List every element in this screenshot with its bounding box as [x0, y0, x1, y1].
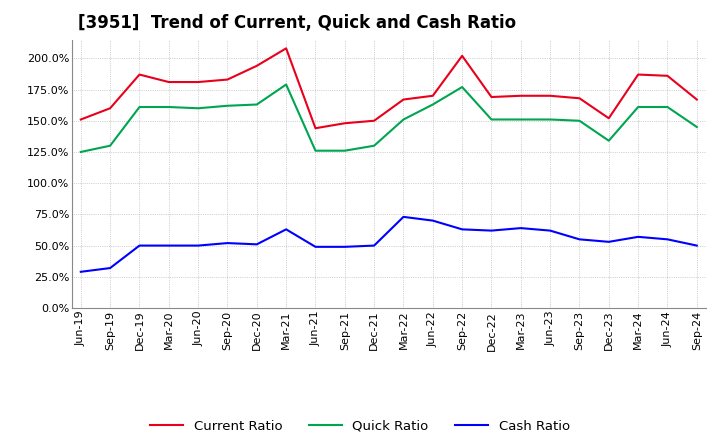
Current Ratio [605, 116, 613, 121]
Cash Ratio [76, 269, 85, 275]
Current Ratio [575, 95, 584, 101]
Current Ratio [634, 72, 642, 77]
Cash Ratio [487, 228, 496, 233]
Current Ratio [341, 121, 349, 126]
Quick Ratio [282, 82, 290, 87]
Current Ratio [253, 63, 261, 69]
Cash Ratio [546, 228, 554, 233]
Quick Ratio [487, 117, 496, 122]
Cash Ratio [370, 243, 379, 248]
Quick Ratio [663, 104, 672, 110]
Line: Current Ratio: Current Ratio [81, 48, 697, 128]
Current Ratio [516, 93, 525, 99]
Quick Ratio [605, 138, 613, 143]
Current Ratio [223, 77, 232, 82]
Cash Ratio [634, 234, 642, 239]
Quick Ratio [458, 84, 467, 90]
Current Ratio [135, 72, 144, 77]
Quick Ratio [253, 102, 261, 107]
Cash Ratio [106, 265, 114, 271]
Current Ratio [370, 118, 379, 123]
Current Ratio [106, 106, 114, 111]
Quick Ratio [76, 149, 85, 154]
Text: [3951]  Trend of Current, Quick and Cash Ratio: [3951] Trend of Current, Quick and Cash … [78, 15, 516, 33]
Quick Ratio [516, 117, 525, 122]
Cash Ratio [458, 227, 467, 232]
Line: Cash Ratio: Cash Ratio [81, 217, 697, 272]
Quick Ratio [634, 104, 642, 110]
Cash Ratio [516, 225, 525, 231]
Cash Ratio [399, 214, 408, 220]
Cash Ratio [428, 218, 437, 223]
Quick Ratio [546, 117, 554, 122]
Quick Ratio [135, 104, 144, 110]
Line: Quick Ratio: Quick Ratio [81, 84, 697, 152]
Current Ratio [282, 46, 290, 51]
Cash Ratio [223, 240, 232, 246]
Current Ratio [399, 97, 408, 102]
Quick Ratio [311, 148, 320, 154]
Quick Ratio [106, 143, 114, 148]
Cash Ratio [135, 243, 144, 248]
Cash Ratio [663, 237, 672, 242]
Current Ratio [693, 97, 701, 102]
Quick Ratio [428, 102, 437, 107]
Current Ratio [76, 117, 85, 122]
Cash Ratio [164, 243, 173, 248]
Current Ratio [458, 53, 467, 59]
Cash Ratio [693, 243, 701, 248]
Legend: Current Ratio, Quick Ratio, Cash Ratio: Current Ratio, Quick Ratio, Cash Ratio [145, 414, 575, 438]
Current Ratio [194, 79, 202, 84]
Quick Ratio [370, 143, 379, 148]
Quick Ratio [399, 117, 408, 122]
Quick Ratio [223, 103, 232, 108]
Cash Ratio [341, 244, 349, 249]
Current Ratio [311, 125, 320, 131]
Current Ratio [663, 73, 672, 78]
Cash Ratio [605, 239, 613, 245]
Quick Ratio [194, 106, 202, 111]
Cash Ratio [253, 242, 261, 247]
Current Ratio [428, 93, 437, 99]
Quick Ratio [693, 125, 701, 130]
Cash Ratio [282, 227, 290, 232]
Quick Ratio [341, 148, 349, 154]
Cash Ratio [311, 244, 320, 249]
Current Ratio [546, 93, 554, 99]
Current Ratio [164, 79, 173, 84]
Cash Ratio [575, 237, 584, 242]
Current Ratio [487, 95, 496, 100]
Quick Ratio [164, 104, 173, 110]
Cash Ratio [194, 243, 202, 248]
Quick Ratio [575, 118, 584, 123]
